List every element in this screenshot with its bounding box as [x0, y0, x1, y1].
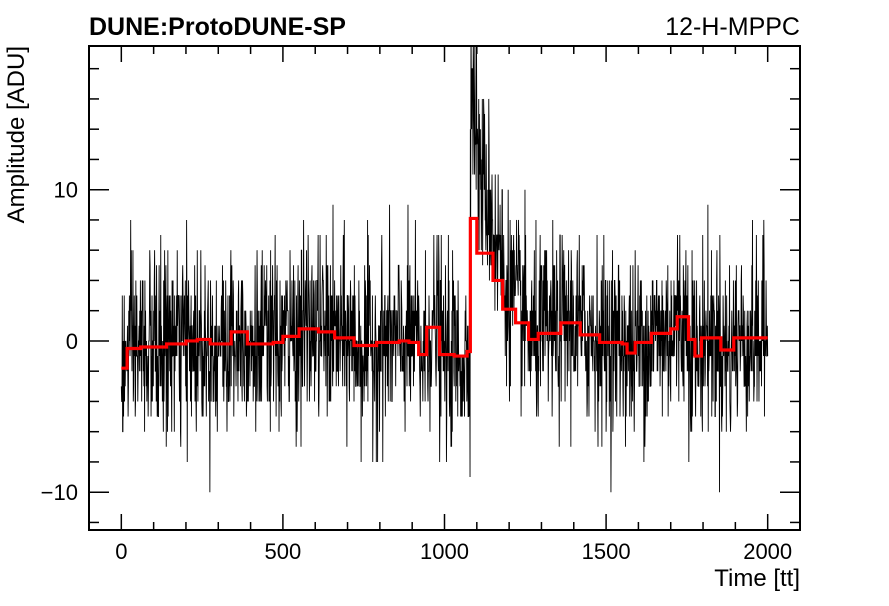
x-tick-labels: 0 500 1000 1500 2000: [115, 539, 792, 564]
x-tick-label: 1500: [582, 539, 631, 564]
x-tick-label: 2000: [743, 539, 792, 564]
x-tick-label: 1000: [420, 539, 469, 564]
smoothed-layer: [121, 216, 768, 370]
x-tick-label: 0: [115, 539, 127, 564]
smoothed-baseline-line: [121, 216, 768, 370]
y-tick-label: 10: [54, 178, 78, 203]
chart-title: DUNE:ProtoDUNE-SP: [89, 13, 346, 41]
channel-label: 12-H-MPPC: [665, 13, 800, 41]
y-tick-labels: −10 0 10: [41, 178, 78, 506]
y-tick-label: −10: [41, 480, 78, 505]
raw-waveform-line: [120, 46, 769, 493]
y-tick-label: 0: [66, 329, 78, 354]
raw-waveform-layer: [120, 46, 769, 493]
y-axis-label: Amplitude [ADU]: [3, 46, 30, 223]
x-tick-label: 500: [265, 539, 302, 564]
axis-ticks: [88, 46, 801, 530]
x-axis-label: Time [tt]: [714, 565, 800, 592]
